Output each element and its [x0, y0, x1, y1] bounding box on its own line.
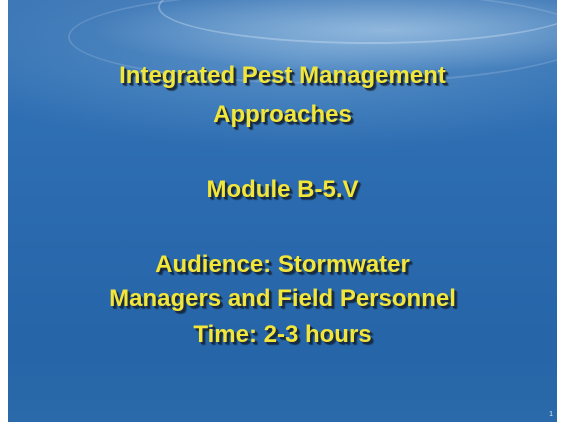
page: Integrated Pest Management Approaches Mo…	[0, 0, 565, 422]
module: Module B-5.V	[8, 176, 557, 204]
audience-line: Audience: Stormwater	[8, 251, 557, 279]
slide: Integrated Pest Management Approaches Mo…	[8, 0, 557, 422]
time: Time: 2-3 hours	[8, 321, 557, 349]
slide-number: 1	[549, 411, 553, 418]
audience-line: Managers and Field Personnel	[8, 285, 557, 313]
title-line: Integrated Pest Management	[8, 62, 557, 90]
title-line: Approaches	[8, 101, 557, 129]
